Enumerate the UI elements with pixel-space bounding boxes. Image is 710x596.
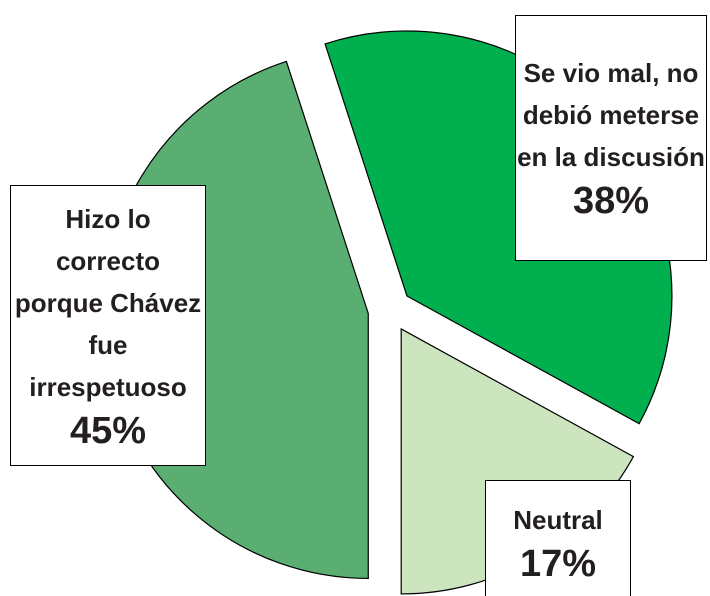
value-label: 38% <box>572 180 650 222</box>
slice-label: Se vio mal, no debió meterse en la discu… <box>515 15 707 261</box>
slice-label: Hizo lo correcto porque Chávez fue irres… <box>10 185 206 466</box>
category-label: Neutral <box>513 505 603 535</box>
value-label: 45% <box>69 409 147 452</box>
value-label: 17% <box>519 543 597 585</box>
category-label: Hizo lo correcto porque Chávez fue irres… <box>14 203 202 402</box>
category-label: Se vio mal, no debió meterse en la discu… <box>517 58 705 172</box>
slice-label: Neutral 17% <box>485 480 631 596</box>
